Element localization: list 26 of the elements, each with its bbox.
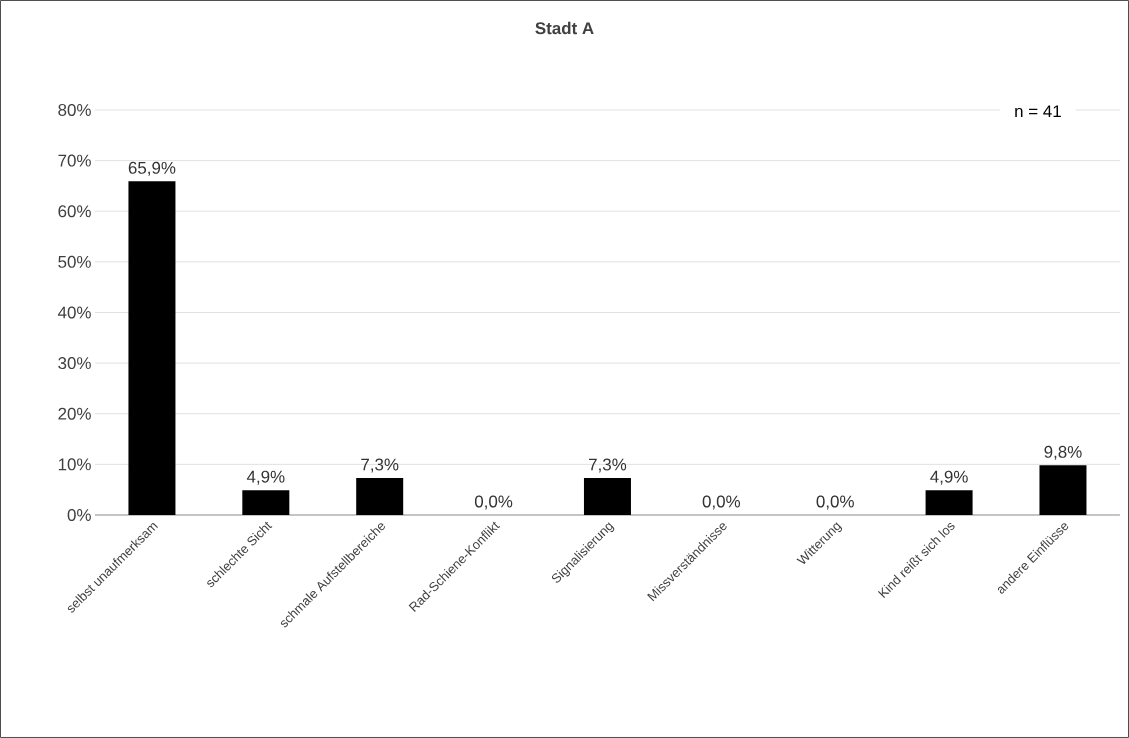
y-tick-label: 0% (67, 508, 91, 521)
data-label: 9,8% (1044, 445, 1082, 460)
y-tick-label: 10% (58, 458, 91, 471)
data-label: 7,3% (361, 458, 399, 473)
chart-title: Stadt A (535, 21, 594, 35)
data-label: 0,0% (816, 495, 854, 510)
bar (242, 490, 290, 515)
annotation: n = 41 (1015, 105, 1061, 118)
data-label: 0,0% (702, 495, 741, 510)
y-tick-label: 40% (57, 306, 91, 319)
bar (925, 490, 973, 515)
y-tick-label: 80% (58, 103, 91, 116)
bar (583, 478, 631, 515)
y-tick-label: 50% (58, 255, 91, 268)
y-tick-label: 60% (58, 205, 91, 218)
bar (128, 181, 176, 515)
y-tick-label: 30% (58, 357, 91, 370)
data-label: 4,9% (246, 470, 285, 485)
data-label: 65,9% (128, 161, 176, 176)
bar (1039, 465, 1087, 515)
data-label: 0,0% (474, 495, 513, 510)
data-label: 4,9% (930, 470, 968, 485)
bar (356, 478, 404, 515)
y-tick-label: 20% (58, 407, 91, 420)
data-label: 7,3% (589, 458, 627, 473)
y-tick-label: 70% (58, 154, 91, 167)
